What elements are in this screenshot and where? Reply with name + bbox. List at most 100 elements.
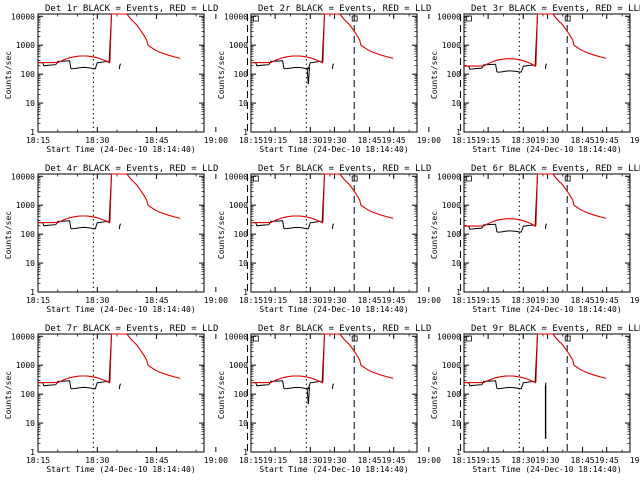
y-tick-label: 1 [456, 288, 461, 297]
y-tick-label: 1000 [229, 41, 248, 50]
x-tick-label: 19:00 [204, 456, 228, 465]
series-lld-line [38, 333, 181, 384]
panel-title: Det 5r BLACK = Events, RED = LLD [258, 164, 431, 174]
y-tick-label: 1000 [16, 361, 35, 370]
y-tick-label: 1000 [442, 361, 461, 370]
y-tick-label: 10000 [224, 332, 248, 341]
y-tick-label: 10 [238, 259, 248, 268]
x-axis-label: Start Time (24-Dec-10 18:14:40) [472, 145, 621, 154]
x-tick-label: 18:45 [358, 136, 382, 145]
y-tick-label: 1000 [442, 201, 461, 210]
series-events-fragment [118, 223, 122, 230]
y-tick-label: 10 [238, 99, 248, 108]
y-tick-label: 100 [21, 390, 36, 399]
x-tick-label: 18:15 [26, 136, 50, 145]
x-tick-label: 19:15 [476, 456, 500, 465]
x-tick-label: 19:30 [535, 296, 559, 305]
x-axis-label: Start Time (24-Dec-10 18:14:40) [259, 145, 408, 154]
panel-8: Det 8r BLACK = Events, RED = LLD 1 10 100 10… [217, 324, 619, 474]
x-tick-label: 18:30 [85, 456, 109, 465]
panel-7: Det 7r BLACK = Events, RED = LLD 1 10 100 10… [4, 324, 406, 474]
x-tick-label: 18:15 [452, 296, 476, 305]
panel-5: Det 5r BLACK = Events, RED = LLD 1 10 100 10… [217, 164, 619, 314]
y-tick-label: 100 [21, 70, 36, 79]
y-tick-label: 1 [30, 288, 35, 297]
x-tick-label: 19:30 [535, 136, 559, 145]
x-tick-label: 19:45 [595, 136, 619, 145]
x-tick-label: 18:45 [571, 136, 595, 145]
series-events-fragment [118, 383, 122, 390]
series-lld-line [464, 333, 607, 384]
y-tick-label: 100 [234, 230, 249, 239]
y-axis-label: Counts/sec [430, 211, 439, 259]
y-tick-label: 1000 [16, 201, 35, 210]
y-tick-label: 10000 [437, 12, 461, 21]
series-lld-line [251, 173, 394, 224]
top-box-marker [564, 335, 571, 342]
x-tick-label: 18:30 [511, 296, 535, 305]
x-tick-label: 19:45 [382, 296, 406, 305]
plot-frame [250, 333, 418, 453]
y-tick-label: 10000 [437, 332, 461, 341]
x-tick-label: 19:45 [595, 456, 619, 465]
series-lld-line [464, 173, 607, 227]
y-axis-label: Counts/sec [4, 51, 13, 99]
y-tick-label: 100 [234, 70, 249, 79]
panel-title: Det 2r BLACK = Events, RED = LLD [258, 4, 431, 14]
y-axis-label: Counts/sec [217, 371, 226, 419]
series-events-line [38, 13, 114, 70]
x-tick-label: 18:15 [239, 136, 263, 145]
x-axis-label: Start Time (24-Dec-10 18:14:40) [472, 305, 621, 314]
x-tick-label: 19:45 [382, 136, 406, 145]
series-events-fragment [331, 63, 335, 70]
y-tick-label: 10000 [224, 172, 248, 181]
panel-title: Det 4r BLACK = Events, RED = LLD [45, 164, 218, 174]
x-tick-label: 18:45 [571, 296, 595, 305]
series-events-fragment [544, 223, 548, 230]
x-tick-label: 18:30 [298, 136, 322, 145]
y-tick-label: 10000 [11, 332, 35, 341]
x-tick-label: 18:15 [239, 456, 263, 465]
x-tick-label: 18:45 [358, 296, 382, 305]
series-events-line [464, 333, 540, 390]
series-events-line [38, 333, 114, 390]
series-events-line [38, 173, 114, 230]
x-tick-label: 18:45 [145, 136, 169, 145]
x-tick-label: 18:30 [511, 456, 535, 465]
x-tick-label: 18:30 [511, 136, 535, 145]
plot-frame [37, 173, 205, 293]
x-axis-label: Start Time (24-Dec-10 18:14:40) [472, 465, 621, 474]
panel-1: Det 1r BLACK = Events, RED = LLD 1 10 100 10… [4, 4, 406, 154]
series-lld-line [464, 13, 607, 67]
x-tick-label: 19:00 [204, 296, 228, 305]
x-tick-label: 19:00 [630, 456, 640, 465]
plot-frame [463, 333, 631, 453]
series-events-fragment [118, 63, 122, 70]
plot-frame [37, 333, 205, 453]
x-tick-label: 19:30 [322, 456, 346, 465]
y-tick-label: 10 [25, 259, 35, 268]
x-tick-label: 19:15 [263, 296, 287, 305]
y-tick-label: 10000 [11, 172, 35, 181]
plot-frame [463, 173, 631, 293]
series-events-line [251, 333, 327, 405]
x-axis-label: Start Time (24-Dec-10 18:14:40) [46, 145, 195, 154]
series-events-line [251, 173, 327, 230]
series-lld-line [251, 13, 394, 64]
y-tick-label: 100 [21, 230, 36, 239]
x-tick-label: 18:30 [85, 136, 109, 145]
plot-frame [250, 13, 418, 133]
top-box-marker [351, 335, 358, 342]
y-tick-label: 1000 [229, 201, 248, 210]
y-tick-label: 10 [25, 419, 35, 428]
x-tick-label: 19:00 [630, 136, 640, 145]
x-tick-label: 19:00 [417, 296, 441, 305]
plot-frame [37, 13, 205, 133]
series-lld-line [38, 173, 181, 224]
y-tick-label: 10 [451, 259, 461, 268]
top-box-marker [564, 15, 571, 22]
y-axis-label: Counts/sec [430, 51, 439, 99]
series-events-fragment [331, 223, 335, 230]
panel-title: Det 3r BLACK = Events, RED = LLD [471, 4, 640, 14]
x-tick-label: 19:30 [535, 456, 559, 465]
